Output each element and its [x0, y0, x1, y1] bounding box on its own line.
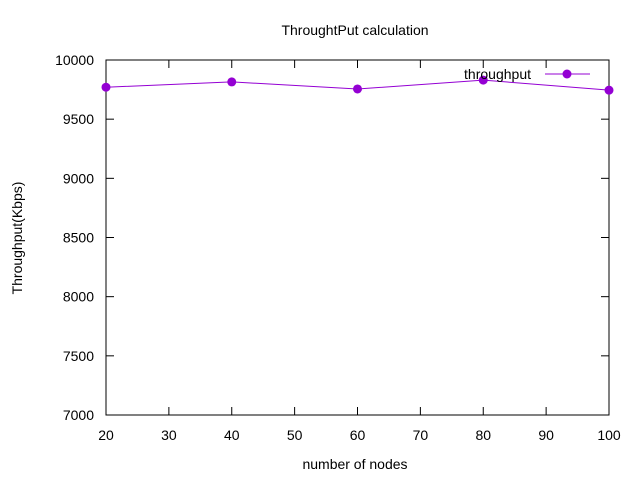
x-tick-label: 70 [413, 427, 429, 443]
x-axis-label: number of nodes [302, 456, 407, 472]
y-tick-label: 9500 [63, 111, 94, 127]
y-tick-label: 7000 [63, 407, 94, 423]
y-tick-label: 8000 [63, 289, 94, 305]
plot-area [105, 59, 610, 416]
legend: throughput [464, 66, 590, 82]
x-tick-label: 60 [350, 427, 366, 443]
legend-label-throughput: throughput [464, 66, 531, 82]
data-point [101, 82, 111, 92]
x-tick-label: 30 [161, 427, 177, 443]
data-point [478, 75, 488, 85]
x-tick-label: 50 [287, 427, 303, 443]
y-tick-label: 10000 [55, 52, 94, 68]
x-axis: 20 30 40 50 60 70 80 90 100 [98, 60, 621, 443]
y-tick-label: 7500 [63, 348, 94, 364]
chart-title: ThroughtPut calculation [281, 22, 428, 38]
legend-marker-sample [562, 69, 572, 79]
y-tick-label: 8500 [63, 230, 94, 246]
x-tick-label: 20 [98, 427, 114, 443]
series-layer [101, 75, 614, 95]
x-tick-label: 40 [224, 427, 240, 443]
data-point [353, 84, 362, 94]
y-axis-label: Throughput(Kbps) [9, 182, 25, 295]
x-tick-label: 90 [538, 427, 554, 443]
data-point [227, 77, 237, 87]
x-tick-label: 100 [597, 427, 621, 443]
data-point [604, 85, 614, 95]
y-axis: 7000 7500 8000 8500 9000 9500 10000 [55, 52, 609, 423]
y-tick-label: 9000 [63, 170, 94, 186]
x-tick-label: 80 [475, 427, 491, 443]
